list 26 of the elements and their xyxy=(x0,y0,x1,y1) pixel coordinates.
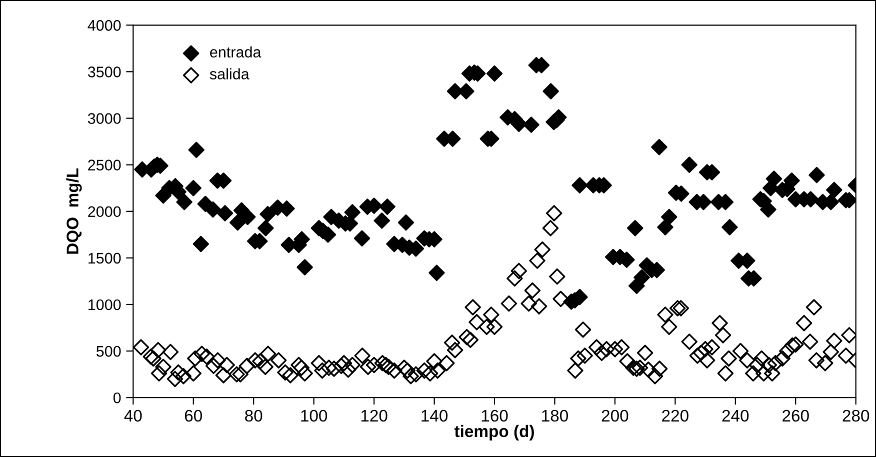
y-tick-label: 4000 xyxy=(88,20,121,31)
x-tick-label: 80 xyxy=(245,410,262,422)
y-tick-label: 2500 xyxy=(88,160,121,170)
x-tick-label: 120 xyxy=(361,410,388,422)
y-tick-label: 500 xyxy=(96,346,121,357)
y-tick-label: 3500 xyxy=(88,66,121,78)
x-tick-label: 200 xyxy=(602,410,628,422)
legend-label: entrada xyxy=(210,46,262,58)
x-tick-label: 240 xyxy=(722,410,749,422)
x-axis-title: tiempo (d) xyxy=(454,424,534,440)
legend-label: salida xyxy=(210,68,250,80)
x-tick-label: 180 xyxy=(542,410,568,422)
x-tick-label: 260 xyxy=(782,410,809,422)
x-tick-label: 100 xyxy=(301,410,328,422)
y-tick-label: 2000 xyxy=(88,206,121,218)
y-axis-title: DQO mg/L xyxy=(66,168,82,254)
x-tick-label: 160 xyxy=(482,410,508,422)
x-tick-label: 140 xyxy=(422,410,448,422)
x-tick-label: 60 xyxy=(184,410,202,422)
x-tick-label: 220 xyxy=(662,410,688,422)
x-tick-label: 40 xyxy=(124,410,142,422)
y-tick-label: 1500 xyxy=(88,252,121,264)
y-tick-label: 1000 xyxy=(88,299,121,310)
x-tick-label: 280 xyxy=(842,410,870,422)
y-tick-label: 0 xyxy=(113,392,121,404)
y-tick-label: 3000 xyxy=(88,113,121,124)
